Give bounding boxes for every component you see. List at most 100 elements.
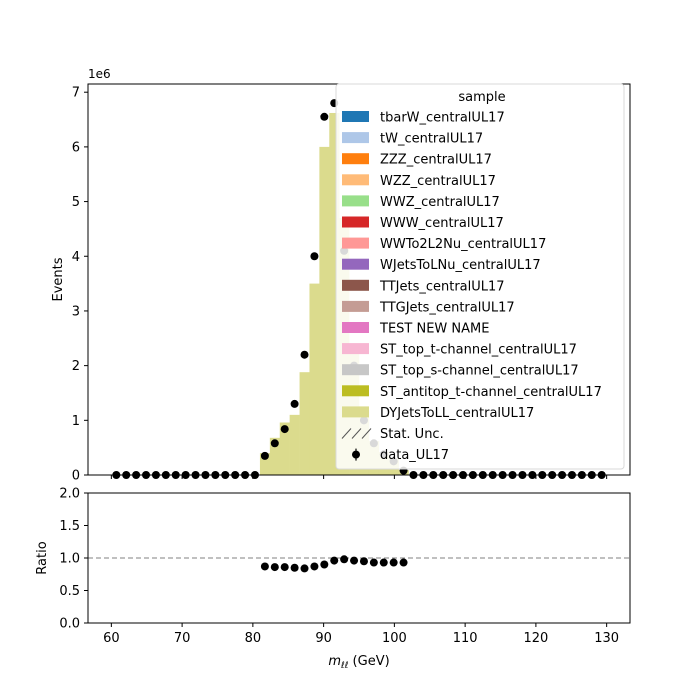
ratio-point: [290, 563, 299, 572]
y-offset-text: 1e6: [88, 67, 111, 81]
legend-label: DYJetsToLL_centralUL17: [380, 406, 534, 421]
ratio-x-ticks: 60 70 80 90 100 110 120 130: [103, 623, 619, 646]
data-point: [320, 112, 329, 121]
data-point: [270, 439, 279, 448]
data-point: [310, 252, 319, 261]
legend-label: Stat. Unc.: [380, 427, 444, 442]
legend-swatch: [342, 111, 369, 122]
ratio-point: [280, 563, 289, 572]
ratio-point: [260, 562, 269, 571]
legend-box: [335, 83, 625, 470]
legend-swatch: [342, 216, 369, 228]
ratio-point: [350, 556, 359, 565]
ratio-point: [330, 556, 339, 565]
legend-label: TEST NEW NAME: [379, 322, 489, 337]
y-tick-label: 4: [72, 250, 80, 265]
histogram-bar: [309, 283, 320, 475]
ratio-point: [320, 560, 329, 569]
legend-swatch: [342, 385, 369, 397]
legend-label: ST_top_t-channel_centralUL17: [380, 343, 577, 358]
histogram-bar: [259, 453, 271, 475]
legend-swatch: [342, 343, 369, 355]
ratio-y-ticks: 0.0 0.5 1.0 1.5 2.0: [59, 487, 88, 632]
ratio-y-tick-label: 0.0: [59, 617, 80, 632]
histogram-bar: [299, 372, 310, 475]
ratio-point: [389, 558, 398, 567]
legend: sample tbarW_centralUL17 tW_centralUL17 ZZZ…: [335, 83, 625, 470]
x-axis-label-main: m: [328, 654, 341, 669]
main-x-ticks: [110, 475, 608, 479]
legend-label: data_UL17: [380, 448, 449, 463]
legend-swatch: [342, 153, 369, 165]
legend-swatch: [342, 132, 369, 144]
ratio-point: [270, 563, 279, 572]
legend-label: ZZZ_centralUL17: [380, 153, 492, 168]
legend-swatch: [342, 364, 369, 376]
legend-hatch-swatch: [341, 428, 372, 439]
main-panel: 0 1 2 3 4 5 6 7 1e6 Events sample tbarW_centralU…: [51, 67, 631, 484]
y-tick-label: 2: [72, 359, 80, 374]
ratio-y-tick-label: 1.5: [59, 519, 80, 534]
ratio-y-tick-label: 2.0: [59, 487, 80, 502]
legend-swatch: [342, 258, 369, 270]
x-tick-label: 60: [103, 631, 120, 646]
x-tick-label: 130: [594, 631, 619, 646]
x-tick-label: 80: [245, 631, 262, 646]
legend-label: TTGJets_centralUL17: [379, 300, 515, 315]
y-tick-label: 1: [72, 414, 80, 429]
histogram-bar: [269, 437, 281, 475]
legend-label: ST_top_s-channel_centralUL17: [380, 364, 579, 379]
ratio-y-tick-label: 0.5: [59, 584, 80, 599]
ratio-panel: 60 70 80 90 100 110 120 130 0.0 0.5 1.0 1.5 2.0 Rat…: [35, 487, 631, 671]
y-tick-label: 0: [72, 469, 80, 484]
ratio-point: [300, 564, 309, 573]
y-tick-label: 3: [72, 304, 80, 319]
y-tick-label: 7: [72, 86, 80, 101]
y-tick-label: 6: [72, 140, 80, 155]
y-tick-label: 5: [72, 195, 80, 210]
main-y-axis-label: Events: [51, 257, 66, 301]
legend-label: WWW_centralUL17: [380, 216, 504, 231]
ratio-point: [399, 558, 408, 567]
legend-label: WWTo2L2Nu_centralUL17: [380, 237, 546, 252]
legend-swatch: [342, 279, 369, 291]
main-y-ticks: 0 1 2 3 4 5 6 7: [72, 86, 88, 484]
legend-title: sample: [458, 90, 505, 105]
histogram-bar: [279, 422, 290, 475]
legend-label: tW_centralUL17: [380, 132, 483, 147]
legend-swatch: [342, 195, 369, 207]
legend-label: WJetsToLNu_centralUL17: [380, 258, 541, 273]
legend-label: tbarW_centralUL17: [380, 111, 505, 126]
x-tick-label: 110: [453, 631, 478, 646]
x-axis-label-unit: (GeV): [348, 654, 389, 669]
legend-swatch: [342, 322, 369, 333]
ratio-point: [369, 558, 378, 567]
ratio-y-tick-label: 1.0: [59, 552, 80, 567]
ratio-points: [260, 555, 408, 573]
histogram-bar: [329, 112, 340, 475]
legend-errorbar-swatch: [352, 448, 360, 461]
legend-label: WZZ_centralUL17: [380, 174, 496, 189]
data-point: [290, 399, 299, 408]
x-axis-label-subscript: ℓℓ: [340, 661, 348, 671]
data-point: [280, 425, 289, 434]
ratio-point: [359, 557, 368, 566]
legend-label: WWZ_centralUL17: [380, 195, 500, 210]
data-point: [300, 350, 309, 359]
ratio-point: [379, 558, 388, 567]
legend-swatch: [342, 174, 369, 186]
x-tick-label: 100: [382, 631, 407, 646]
ratio-point: [340, 555, 349, 564]
legend-swatch: [342, 237, 369, 249]
x-tick-label: 70: [174, 631, 191, 646]
x-tick-label: 90: [315, 631, 332, 646]
legend-label: ST_antitop_t-channel_centralUL17: [380, 385, 602, 400]
histogram-bar: [319, 146, 330, 475]
ratio-y-axis-label: Ratio: [35, 541, 50, 574]
legend-swatch: [342, 300, 369, 312]
ratio-plot-frame: [87, 492, 631, 624]
data-point: [260, 451, 269, 460]
histogram-bar: [289, 414, 300, 475]
legend-swatch: [342, 406, 369, 418]
